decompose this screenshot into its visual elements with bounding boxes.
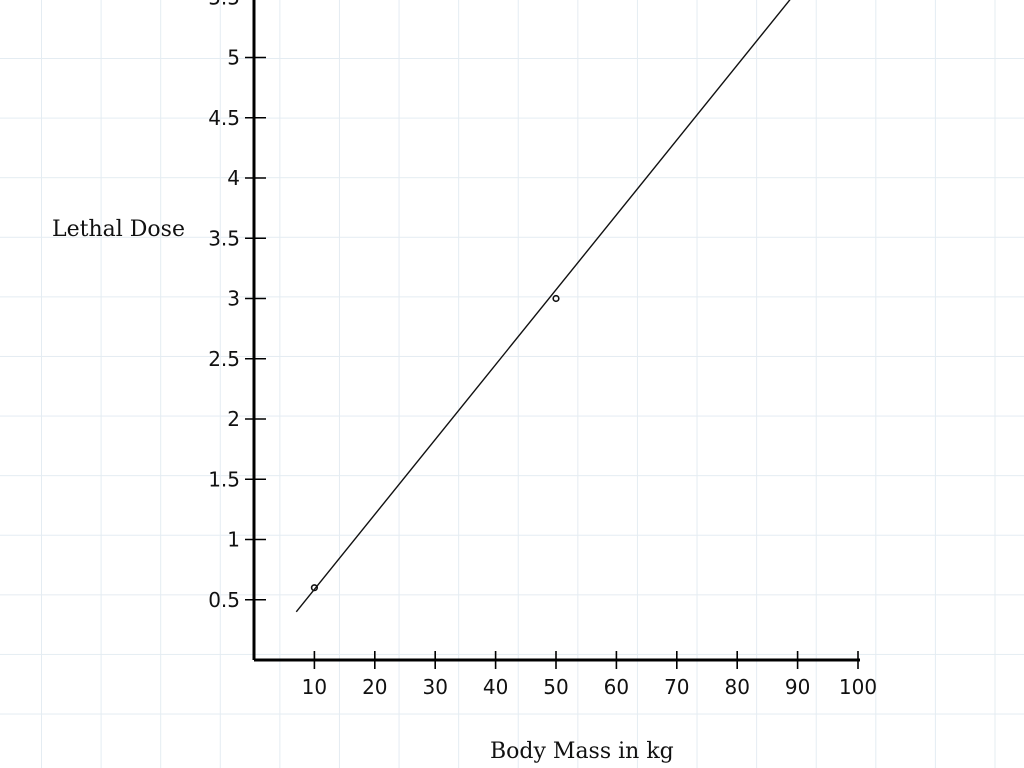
- axes: [252, 0, 860, 662]
- x-tick-label: 40: [483, 675, 508, 699]
- y-tick-label: 1: [227, 528, 240, 552]
- y-tick-label: 4: [227, 166, 240, 190]
- x-tick-label: 10: [302, 675, 327, 699]
- x-tick-label: 60: [604, 675, 629, 699]
- y-tick-label: 5.5: [208, 0, 240, 9]
- y-tick-label: 3: [227, 287, 240, 311]
- y-tick-label: 0.5: [208, 588, 240, 612]
- x-axis-label: Body Mass in kg: [490, 739, 674, 764]
- x-ticks: 10 20 30 40 50 60 70 80 90 100: [302, 651, 877, 699]
- x-tick-label: 20: [362, 675, 387, 699]
- fitted-line: [295, 0, 791, 613]
- y-tick-label: 4.5: [208, 106, 240, 130]
- x-tick-label: 90: [785, 675, 810, 699]
- x-tick-label: 70: [664, 675, 689, 699]
- y-tick-label: 1.5: [208, 467, 240, 491]
- y-tick-label: 2.5: [208, 347, 240, 371]
- y-tick-label: 5: [227, 46, 240, 70]
- y-tick-label: 2: [227, 407, 240, 431]
- x-tick-label: 30: [422, 675, 447, 699]
- x-tick-label: 100: [839, 675, 877, 699]
- data-point: [310, 584, 319, 592]
- y-tick-label: 3.5: [208, 226, 240, 250]
- x-tick-label: 80: [724, 675, 749, 699]
- y-axis-label: Lethal Dose: [52, 217, 185, 242]
- x-tick-label: 50: [543, 675, 568, 699]
- data-point: [552, 294, 560, 303]
- series: [295, 0, 791, 613]
- y-ticks: 0.5 1 1.5 2 2.5 3 3.5 4 4.5 5 5.5: [208, 0, 266, 612]
